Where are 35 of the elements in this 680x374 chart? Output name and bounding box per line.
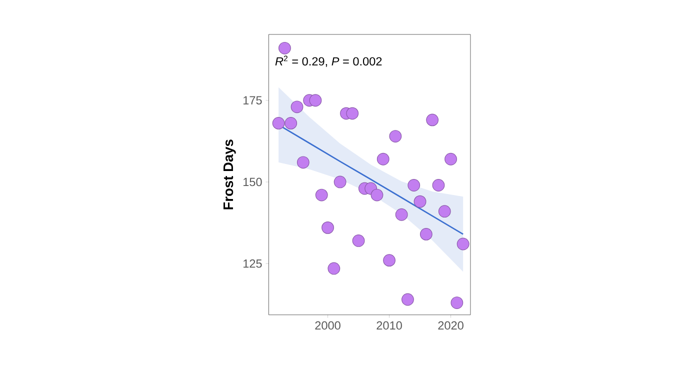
x-tick-label: 2020	[438, 321, 464, 330]
x-tick-label: 2000	[315, 321, 340, 330]
point	[414, 195, 426, 208]
point	[272, 117, 285, 130]
point	[334, 176, 346, 188]
point	[402, 293, 414, 306]
point	[315, 188, 328, 202]
point	[438, 205, 451, 218]
x-tick-label: 2010	[376, 321, 402, 330]
point	[278, 42, 291, 54]
point	[395, 208, 408, 221]
point	[389, 130, 402, 143]
point	[352, 234, 365, 247]
point	[370, 188, 384, 202]
y-axis-title: Frost Days	[224, 140, 236, 210]
point	[328, 262, 340, 275]
point	[309, 94, 322, 107]
point	[432, 179, 445, 192]
point	[346, 107, 359, 120]
point	[290, 100, 304, 114]
y-tick-label: 175	[243, 96, 262, 105]
point	[383, 254, 396, 267]
y-tick-label: 125	[243, 259, 262, 268]
point	[456, 238, 470, 250]
point	[376, 152, 390, 166]
point	[420, 228, 432, 240]
point	[284, 117, 298, 130]
point	[322, 222, 334, 234]
point	[444, 152, 457, 166]
point	[408, 179, 420, 192]
point	[450, 296, 464, 310]
point	[296, 156, 310, 169]
y-tick-label: 150	[243, 178, 262, 186]
point	[426, 114, 439, 126]
annotation: R$^{2}$ = 0.29, P = 0.002	[275, 56, 382, 68]
